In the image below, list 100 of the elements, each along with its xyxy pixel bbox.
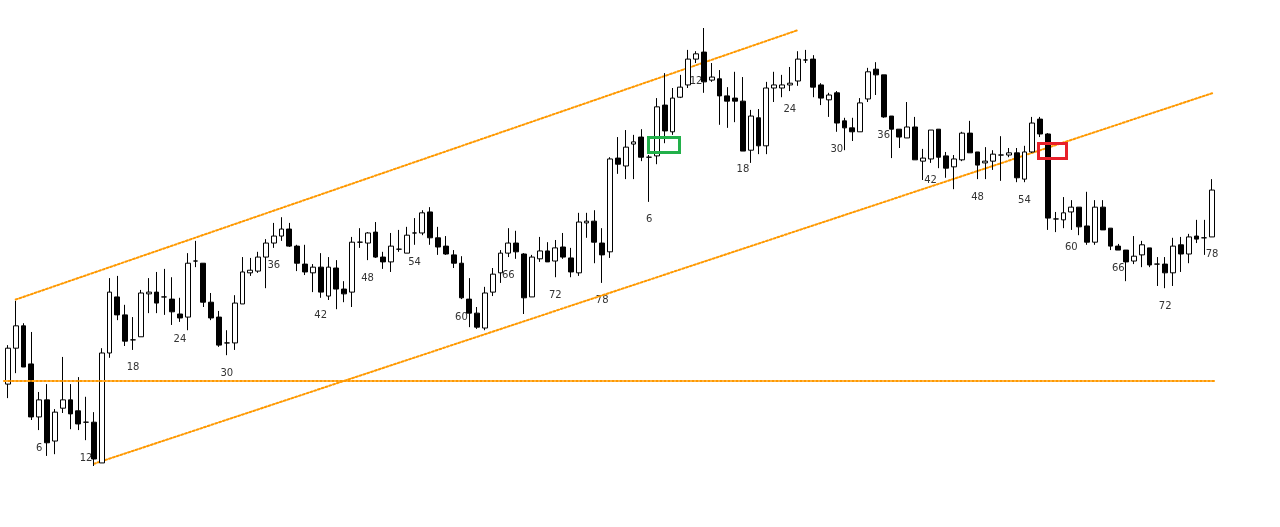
candlestick [537, 236, 543, 263]
candlestick [1092, 199, 1098, 246]
candlestick [889, 115, 894, 159]
candlestick [709, 62, 715, 83]
candlestick [333, 259, 339, 310]
candlestick [787, 66, 793, 92]
candlestick [208, 292, 214, 321]
candlestick [412, 217, 417, 246]
candlestick [36, 391, 42, 431]
candlestick [834, 90, 840, 133]
candlestick [1084, 191, 1090, 246]
candlestick [459, 255, 464, 300]
candlestick [505, 227, 511, 258]
candlestick [1147, 247, 1152, 268]
candlestick [302, 244, 308, 276]
candlestick [896, 128, 902, 149]
candlestick [529, 254, 535, 298]
candlestick [662, 72, 668, 144]
candlestick [466, 277, 472, 328]
x-tick-label: 78 [595, 294, 609, 306]
candlestick [912, 116, 918, 161]
candlestick [263, 238, 269, 289]
x-tick-label: 48 [971, 190, 984, 202]
candlestick [607, 156, 613, 259]
x-tick-label: 54 [408, 256, 421, 268]
candlestick [865, 67, 871, 103]
candlestick [240, 256, 245, 305]
candlestick [28, 331, 34, 421]
x-tick-label: 18 [126, 361, 140, 373]
candlestick [1006, 147, 1012, 158]
candlestick [1139, 240, 1145, 268]
candlestick [1123, 249, 1129, 282]
candlestick [513, 230, 519, 260]
candlestick [1022, 145, 1027, 183]
candlestick [341, 280, 347, 303]
x-tick-label: 18 [736, 162, 750, 174]
candlestick [576, 212, 582, 277]
candlestick [193, 240, 198, 268]
candlestick [1209, 178, 1215, 238]
candlestick [552, 239, 558, 278]
candlestick [5, 344, 11, 399]
candlestick [763, 81, 769, 155]
x-tick-label: 66 [1111, 261, 1125, 273]
candlestick [1037, 116, 1043, 138]
candlestick [1068, 199, 1074, 231]
candlestick [396, 229, 402, 253]
candlestick [881, 74, 887, 119]
x-tick-label: 54 [1018, 193, 1031, 205]
candlestick [99, 347, 105, 464]
candlestick [631, 134, 636, 180]
candlestick [928, 129, 934, 164]
candlestick [161, 268, 167, 316]
x-tick-label: 12 [79, 451, 93, 463]
candlestick [91, 411, 97, 467]
x-tick-label: 6 [36, 441, 43, 453]
candlestick [1170, 237, 1176, 287]
x-tick-label: 30 [220, 366, 234, 378]
candlestick [435, 226, 441, 256]
candlestick [677, 74, 683, 99]
candlestick [1178, 236, 1184, 273]
candlestick [584, 212, 589, 239]
x-tick-label: 48 [361, 271, 374, 283]
candlestick [224, 329, 230, 356]
x-tick-label: 66 [501, 268, 515, 280]
candlestick [1201, 219, 1207, 256]
candlestick [920, 148, 926, 181]
candlestick [310, 263, 316, 293]
candlestick [591, 209, 597, 264]
candlestick [1076, 206, 1082, 236]
x-tick-label: 60 [1064, 241, 1078, 253]
candlestick [1115, 243, 1121, 251]
candlestick [756, 108, 761, 155]
candlestick [951, 154, 957, 190]
candlestick [83, 396, 89, 441]
candlestick [349, 236, 355, 308]
candlestick [685, 49, 691, 89]
candlestick [599, 227, 605, 284]
candlestick [1014, 147, 1020, 183]
x-tick-label: 72 [1158, 299, 1172, 311]
candlestick [1108, 227, 1113, 251]
candlestick [130, 316, 136, 351]
candlestick [701, 27, 707, 94]
candlestick [490, 267, 496, 297]
candlestick [247, 257, 253, 277]
candlestick [936, 128, 941, 169]
candlestick [779, 74, 785, 98]
candlestick [1100, 199, 1106, 231]
candlestick [498, 249, 503, 284]
candlestick [818, 82, 824, 106]
candlestick [1154, 256, 1160, 287]
x-tick-label: 36 [267, 259, 281, 271]
candlestick [857, 97, 863, 133]
candlestick [177, 297, 183, 323]
x-tick-label: 24 [173, 333, 187, 345]
candlestick [107, 277, 112, 359]
x-tick-label: 30 [830, 143, 844, 155]
candlestick [521, 252, 527, 315]
candlestick [318, 252, 324, 299]
candlestick [474, 306, 480, 330]
candlestick [154, 271, 159, 314]
